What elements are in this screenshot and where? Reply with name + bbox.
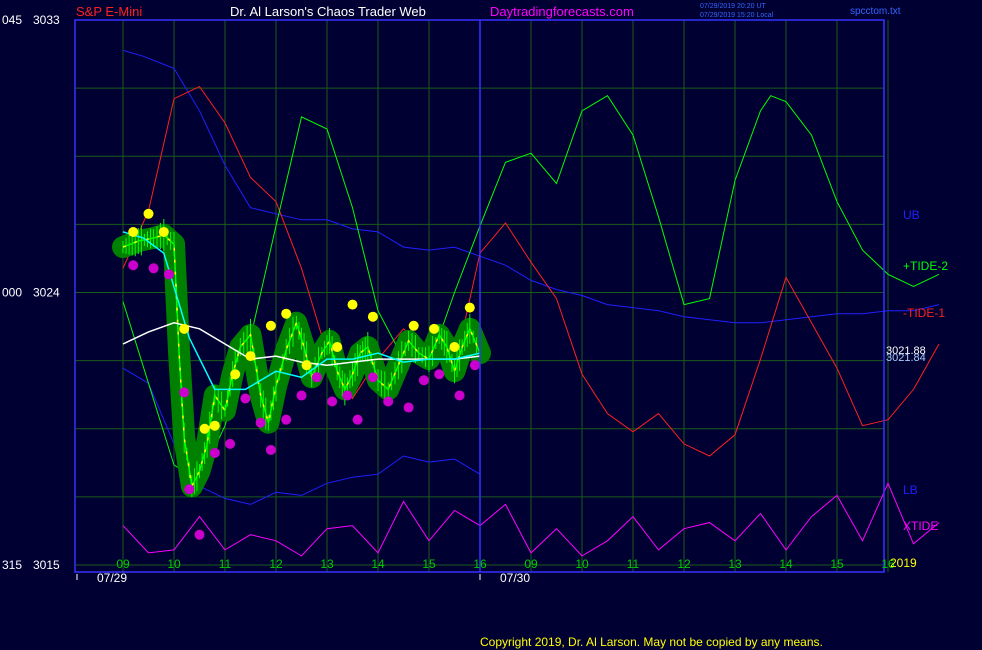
high-marker <box>464 302 475 313</box>
y-tick-label: 3024 <box>33 286 60 300</box>
y-tick-label: 3033 <box>33 13 60 27</box>
site-link[interactable]: Daytradingforecasts.com <box>490 4 634 19</box>
low-marker <box>327 396 338 407</box>
low-marker <box>209 447 220 458</box>
low-marker <box>184 484 195 495</box>
low-marker <box>454 390 465 401</box>
low-marker <box>403 402 414 413</box>
date-label: 07/29 <box>97 571 127 585</box>
low-marker <box>225 438 236 449</box>
high-marker <box>128 226 139 237</box>
low-marker <box>383 396 394 407</box>
high-marker <box>408 320 419 331</box>
high-marker <box>143 208 154 219</box>
low-marker <box>148 263 159 274</box>
low-marker <box>342 390 353 401</box>
high-marker <box>199 423 210 434</box>
copyright-notice: Copyright 2019, Dr. Al Larson. May not b… <box>480 635 823 649</box>
y-tick-left-label: 045 <box>2 13 22 27</box>
high-marker <box>245 351 256 362</box>
series-tide-1-line <box>122 85 940 457</box>
x-hour-label: 16 <box>881 557 895 571</box>
legend-lb: LB <box>903 483 918 497</box>
file-name: spcctom.txt <box>850 6 901 17</box>
last-value-label: 3021.84 <box>886 352 926 364</box>
timestamp-ut: 07/29/2019 20:20 UT <box>700 3 766 10</box>
low-marker <box>311 372 322 383</box>
high-marker <box>449 342 460 352</box>
low-marker <box>281 414 292 425</box>
x-hour-label: 15 <box>830 557 844 571</box>
price-halo <box>112 224 491 498</box>
low-marker <box>179 387 190 398</box>
low-marker <box>255 417 266 428</box>
high-marker <box>230 369 241 380</box>
low-marker <box>352 414 363 425</box>
x-hour-label: 10 <box>167 557 181 571</box>
series-xtide-line <box>122 482 940 557</box>
high-marker <box>209 420 220 431</box>
high-marker <box>301 360 312 371</box>
x-hour-label: 14 <box>371 557 385 571</box>
y-tick-label: 3015 <box>33 558 60 572</box>
y-tick-left-label: 000 <box>2 286 22 300</box>
low-marker <box>163 269 174 280</box>
price-line <box>122 234 481 489</box>
high-marker <box>158 226 169 237</box>
x-hour-label: 09 <box>524 557 538 571</box>
high-marker <box>429 323 440 334</box>
high-marker <box>367 311 378 322</box>
x-hour-label: 13 <box>320 557 334 571</box>
timestamp-local: 07/29/2019 15:20 Local <box>700 12 774 19</box>
x-hour-label: 12 <box>269 557 283 571</box>
legend-tide-2: +TIDE-2 <box>903 259 948 273</box>
high-marker <box>265 320 276 331</box>
low-marker <box>265 444 276 455</box>
low-marker <box>194 529 205 540</box>
cyan-average-line <box>122 231 481 391</box>
price-halo-band <box>112 224 491 498</box>
x-hour-label: 11 <box>627 557 640 571</box>
high-marker <box>332 342 343 352</box>
x-hour-label: 09 <box>116 557 130 571</box>
high-marker <box>179 323 190 334</box>
date-label: 07/30 <box>500 571 530 585</box>
series-ub-line <box>122 49 940 324</box>
x-hour-label: 10 <box>575 557 589 571</box>
low-marker <box>128 260 139 271</box>
legend-tide-1: -TIDE-1 <box>903 306 945 320</box>
author-title: Dr. Al Larson's Chaos Trader Web <box>230 4 426 19</box>
x-hour-label: 13 <box>728 557 742 571</box>
low-marker <box>469 360 480 371</box>
high-marker <box>347 299 358 310</box>
low-marker <box>418 375 429 386</box>
x-hour-label: 16 <box>473 557 487 571</box>
x-hour-label: 14 <box>779 557 793 571</box>
year-label: 2019 <box>890 556 917 570</box>
swing-markers <box>128 208 480 540</box>
low-marker <box>434 369 445 380</box>
indicator-lines <box>122 49 940 557</box>
series-tide-2-line <box>122 95 940 481</box>
x-hour-label: 15 <box>422 557 436 571</box>
high-marker <box>281 308 292 319</box>
legend-ub: UB <box>903 208 920 222</box>
low-marker <box>367 372 378 383</box>
last-value-label: 3021.88 <box>886 345 926 357</box>
axis-labels: 045 3033 000 3024 315 3015 09 10 11 12 13 14 15 16 09 1… <box>2 13 917 585</box>
legend-xtide: XTIDE <box>903 519 938 533</box>
y-tick-left-label: 315 <box>2 558 22 572</box>
low-marker <box>296 390 307 401</box>
instrument-title: S&P E-Mini <box>76 4 142 19</box>
x-hour-label: 12 <box>677 557 691 571</box>
low-marker <box>240 393 251 404</box>
x-hour-label: 11 <box>219 557 232 571</box>
